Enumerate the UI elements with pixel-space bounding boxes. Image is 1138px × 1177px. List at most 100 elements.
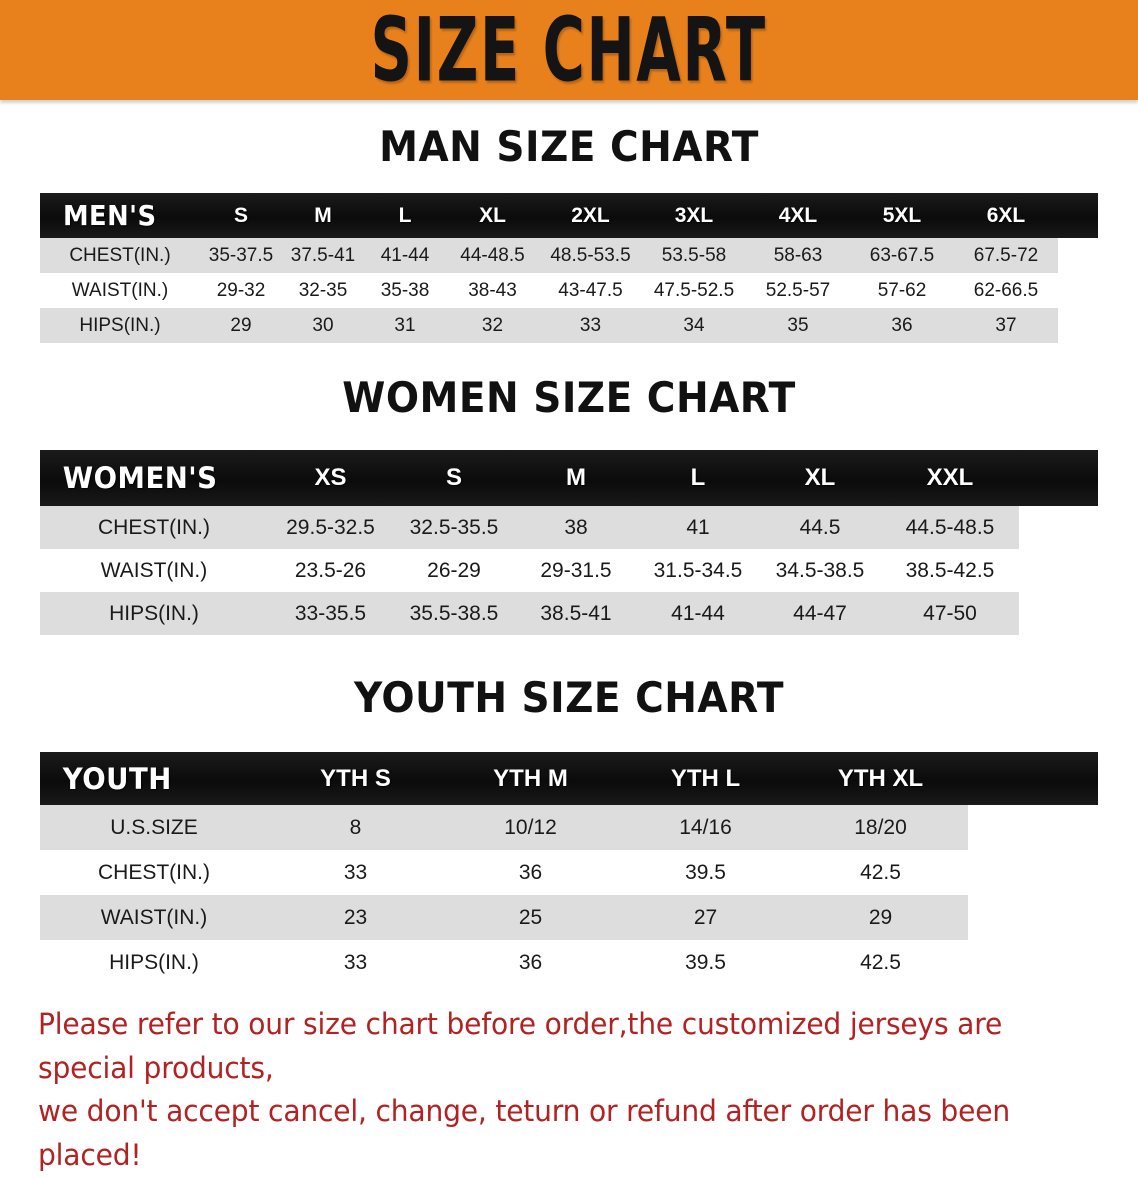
women-row-filler [1019, 549, 1098, 592]
men-col-header: XL [479, 203, 506, 227]
women-cell: 31.5-34.5 [637, 549, 759, 592]
men-cell: 47.5-52.5 [642, 273, 746, 308]
youth-row-label: WAIST(IN.) [40, 895, 268, 940]
women-cell: 29.5-32.5 [268, 506, 393, 549]
women-row-filler [1019, 506, 1098, 549]
youth-size-table: YOUTH YTH S YTH M YTH L YTH XL U.S.SIZE … [40, 752, 1098, 985]
disclaimer-line-2: we don't accept cancel, change, teturn o… [38, 1094, 1010, 1172]
women-cell: 41-44 [637, 592, 759, 635]
men-cell: 33 [539, 308, 642, 343]
men-col-header: L [398, 203, 412, 227]
men-cell: 41-44 [364, 238, 446, 273]
table-row: WAIST(IN.) 29-32 32-35 35-38 38-43 43-47… [40, 273, 1098, 308]
men-header-row: MEN'S S M L XL 2XL 3XL 4XL 5XL 6XL [40, 193, 1098, 238]
youth-corner-label: YOUTH [62, 761, 172, 796]
men-cell: 31 [364, 308, 446, 343]
women-col-header: XS [314, 464, 347, 491]
youth-size-table-wrapper: YOUTH YTH S YTH M YTH L YTH XL U.S.SIZE … [40, 752, 1098, 985]
men-col-header: 5XL [882, 203, 922, 227]
women-col-header: S [445, 464, 462, 491]
women-row-filler [1019, 592, 1098, 635]
men-cell: 57-62 [850, 273, 954, 308]
youth-row-label: HIPS(IN.) [40, 940, 268, 985]
youth-cell: 14/16 [618, 805, 793, 850]
youth-section-title: YOUTH SIZE CHART [353, 673, 785, 722]
women-cell: 44.5-48.5 [881, 506, 1019, 549]
women-row-label: HIPS(IN.) [40, 592, 268, 635]
women-col-header: L [690, 464, 706, 491]
youth-cell: 25 [443, 895, 618, 940]
table-row: WAIST(IN.) 23 25 27 29 [40, 895, 1098, 940]
table-row: HIPS(IN.) 29 30 31 32 33 34 35 36 37 [40, 308, 1098, 343]
men-col-header: 4XL [778, 203, 818, 227]
men-cell: 53.5-58 [642, 238, 746, 273]
page-banner: SIZE CHART [0, 0, 1138, 100]
women-col-header: XL [804, 464, 836, 491]
table-row: CHEST(IN.) 33 36 39.5 42.5 [40, 850, 1098, 895]
youth-cell: 39.5 [618, 850, 793, 895]
men-cell: 37.5-41 [282, 238, 364, 273]
youth-cell: 23 [268, 895, 443, 940]
men-col-header: 6XL [986, 203, 1026, 227]
disclaimer-line-1: Please refer to our size chart before or… [38, 1007, 1003, 1085]
youth-cell: 33 [268, 850, 443, 895]
men-size-table-wrapper: MEN'S S M L XL 2XL 3XL 4XL 5XL 6XL CHEST… [40, 193, 1098, 343]
men-row-filler [1058, 308, 1098, 343]
table-row: WAIST(IN.) 23.5-26 26-29 29-31.5 31.5-34… [40, 549, 1098, 592]
men-size-table: MEN'S S M L XL 2XL 3XL 4XL 5XL 6XL CHEST… [40, 193, 1098, 343]
men-col-header: 2XL [571, 203, 610, 227]
women-size-table-wrapper: WOMEN'S XS S M L XL XXL CHEST(IN.) 29.5-… [40, 450, 1098, 635]
men-row-filler [1058, 238, 1098, 273]
men-row-label: HIPS(IN.) [40, 308, 200, 343]
youth-row-label: U.S.SIZE [40, 805, 268, 850]
youth-cell: 33 [268, 940, 443, 985]
women-row-label: CHEST(IN.) [40, 506, 268, 549]
men-row-filler [1058, 273, 1098, 308]
table-row: CHEST(IN.) 29.5-32.5 32.5-35.5 38 41 44.… [40, 506, 1098, 549]
men-cell: 52.5-57 [746, 273, 850, 308]
page-title: SIZE CHART [370, 0, 768, 102]
women-cell: 34.5-38.5 [759, 549, 881, 592]
youth-row-filler [968, 850, 1098, 895]
men-cell: 67.5-72 [954, 238, 1058, 273]
women-cell: 38 [515, 506, 637, 549]
women-section-title: WOMEN SIZE CHART [342, 373, 796, 422]
men-cell: 62-66.5 [954, 273, 1058, 308]
women-cell: 38.5-41 [515, 592, 637, 635]
women-col-header: XXL [926, 464, 974, 491]
youth-cell: 10/12 [443, 805, 618, 850]
women-cell: 32.5-35.5 [393, 506, 515, 549]
men-cell: 29-32 [200, 273, 282, 308]
men-cell: 29 [200, 308, 282, 343]
men-cell: 43-47.5 [539, 273, 642, 308]
men-cell: 35-37.5 [200, 238, 282, 273]
youth-cell: 36 [443, 850, 618, 895]
men-col-header: M [314, 203, 332, 227]
women-cell: 47-50 [881, 592, 1019, 635]
youth-col-header: YTH S [320, 764, 391, 792]
women-size-table: WOMEN'S XS S M L XL XXL CHEST(IN.) 29.5-… [40, 450, 1098, 635]
men-cell: 30 [282, 308, 364, 343]
men-cell: 58-63 [746, 238, 850, 273]
men-cell: 32-35 [282, 273, 364, 308]
women-cell: 29-31.5 [515, 549, 637, 592]
women-col-header: M [566, 464, 586, 491]
disclaimer-text: Please refer to our size chart before or… [38, 1003, 1068, 1177]
men-col-header: S [233, 203, 248, 227]
men-section-title: MAN SIZE CHART [379, 122, 759, 171]
men-cell: 48.5-53.5 [539, 238, 642, 273]
youth-header-filler [968, 752, 1098, 805]
table-row: HIPS(IN.) 33 36 39.5 42.5 [40, 940, 1098, 985]
table-row: CHEST(IN.) 35-37.5 37.5-41 41-44 44-48.5… [40, 238, 1098, 273]
youth-row-filler [968, 940, 1098, 985]
youth-cell: 8 [268, 805, 443, 850]
men-cell: 34 [642, 308, 746, 343]
men-cell: 36 [850, 308, 954, 343]
women-cell: 44.5 [759, 506, 881, 549]
youth-cell: 42.5 [793, 940, 968, 985]
youth-header-row: YOUTH YTH S YTH M YTH L YTH XL [40, 752, 1098, 805]
youth-cell: 27 [618, 895, 793, 940]
youth-row-filler [968, 895, 1098, 940]
men-cell: 32 [446, 308, 539, 343]
youth-cell: 39.5 [618, 940, 793, 985]
